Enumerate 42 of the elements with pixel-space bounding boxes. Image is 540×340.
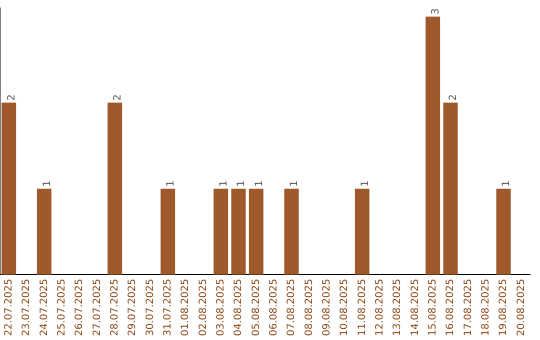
x-tick-label: 22.07.2025 [3, 278, 14, 336]
x-tick-label: 07.08.2025 [286, 278, 298, 336]
x-tick-label: 10.08.2025 [339, 278, 350, 336]
x-tick-label: 30.07.2025 [144, 278, 156, 336]
x-tick-label: 26.07.2025 [74, 278, 86, 336]
x-tick-label: 09.08.2025 [321, 278, 332, 336]
x-tick-label: 25.07.2025 [56, 278, 68, 336]
data-label: 2 [6, 94, 18, 101]
x-tick-label: 06.08.2025 [268, 278, 280, 336]
x-tick-label: 28.07.2025 [109, 278, 120, 336]
data-label: 1 [360, 180, 371, 187]
x-tick-label: 29.07.2025 [127, 278, 138, 336]
x-tick-label: 31.07.2025 [162, 278, 174, 336]
data-label: 3 [430, 8, 442, 15]
data-label: 1 [165, 180, 176, 187]
x-tick-label: 13.08.2025 [392, 278, 404, 336]
x-tick-label: 03.08.2025 [215, 278, 226, 336]
x-tick-label: 18.08.2025 [480, 278, 492, 336]
data-label: 2 [448, 94, 460, 101]
x-tick-label: 02.08.2025 [198, 278, 209, 336]
x-tick-label: 27.07.2025 [92, 278, 103, 336]
x-tick-label: 15.08.2025 [427, 278, 438, 336]
data-label: 1 [236, 180, 248, 187]
x-tick-label: 12.08.2025 [374, 278, 386, 336]
data-label: 1 [289, 180, 300, 187]
x-tick-label: 16.08.2025 [445, 278, 456, 336]
data-label: 1 [218, 180, 230, 187]
x-tick-label: 04.08.2025 [233, 278, 244, 336]
x-tick-label: 23.07.2025 [21, 278, 32, 336]
x-tick-label: 19.08.2025 [498, 278, 510, 336]
x-tick-label: 17.08.2025 [462, 278, 474, 336]
data-label: 1 [501, 180, 512, 187]
x-tick-label: 20.08.2025 [516, 278, 527, 336]
x-tick-label: 01.08.2025 [180, 278, 192, 336]
data-label: 2 [112, 94, 124, 101]
data-label: 1 [254, 180, 265, 187]
x-tick-label: 24.07.2025 [38, 278, 50, 336]
x-tick-label: 11.08.2025 [356, 278, 368, 336]
data-label: 1 [42, 180, 53, 187]
x-tick-label: 08.08.2025 [304, 278, 315, 336]
x-tick-label: 05.08.2025 [250, 278, 262, 336]
x-tick-label: 14.08.2025 [410, 278, 421, 336]
